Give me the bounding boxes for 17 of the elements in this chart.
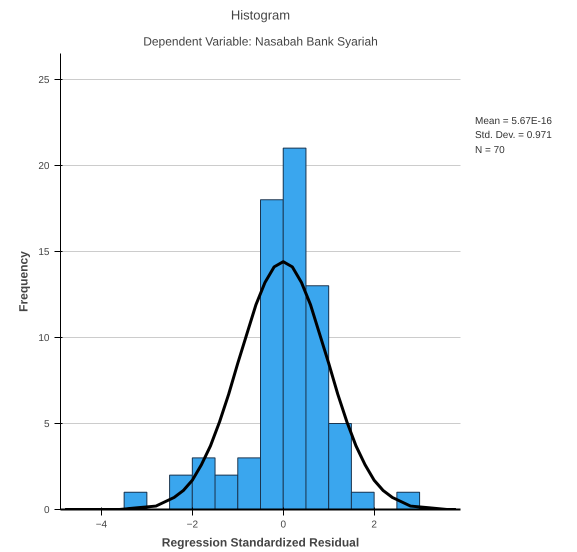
y-tick-label: 0: [44, 505, 50, 516]
text: Std. Dev. = 0.971: [475, 129, 552, 144]
text: N = 70: [475, 144, 506, 158]
y-tick-label: 15: [38, 246, 50, 258]
y-tick-label: 5: [44, 418, 50, 430]
text: Mean = 5.67E-16: [475, 115, 552, 129]
x-tick-label: −4: [96, 520, 108, 530]
x-tick-label: −2: [186, 520, 198, 530]
x-tick-label: 0: [280, 520, 286, 530]
chart-subtitle: Dependent Variable: Nasabah Bank Syariah: [143, 34, 378, 48]
x-axis-title: Regression Standardized Residual: [162, 536, 360, 550]
y-axis-title: Frequency: [16, 250, 30, 312]
chart-title: Histogram: [230, 8, 290, 22]
y-tick-label: 25: [38, 74, 50, 86]
y-tick-label: 10: [38, 332, 50, 344]
x-tick-label: 2: [371, 520, 378, 530]
y-tick-label: 20: [38, 160, 50, 172]
